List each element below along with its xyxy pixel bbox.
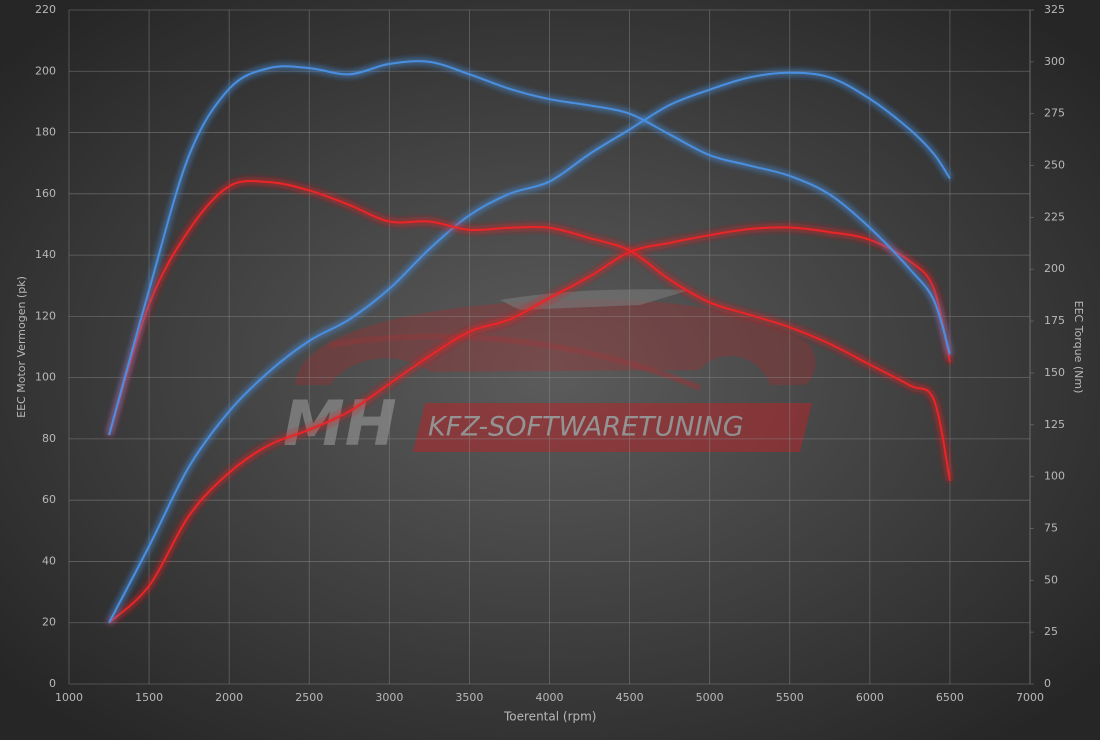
x-tick-label: 3500 bbox=[455, 691, 483, 704]
y2-tick-label: 300 bbox=[1044, 55, 1065, 68]
x-tick-label: 2000 bbox=[215, 691, 243, 704]
y2-tick-label: 225 bbox=[1044, 210, 1065, 223]
y-tick-label: 60 bbox=[42, 493, 56, 506]
y2-tick-label: 200 bbox=[1044, 262, 1065, 275]
y-tick-label: 20 bbox=[42, 616, 56, 629]
x-tick-label: 5500 bbox=[776, 691, 804, 704]
line bbox=[108, 226, 951, 624]
y2-tick-label: 50 bbox=[1044, 573, 1058, 586]
x-tick-label: 1000 bbox=[55, 691, 83, 704]
y2-tick-label: 0 bbox=[1044, 677, 1051, 690]
car-line bbox=[329, 333, 702, 391]
line bbox=[108, 60, 951, 436]
y2-tick-label: 250 bbox=[1044, 159, 1065, 172]
line bbox=[108, 71, 951, 624]
y2-tick-label: 275 bbox=[1044, 107, 1065, 120]
x-tick-label: 6500 bbox=[936, 691, 964, 704]
y2-tick-label: 150 bbox=[1044, 366, 1065, 379]
y-tick-label: 120 bbox=[35, 309, 56, 322]
watermark: MH KFZ-SOFTWARETUNING bbox=[283, 289, 816, 460]
y2-tick-label: 325 bbox=[1044, 3, 1065, 16]
y2-tick-label: 25 bbox=[1044, 625, 1058, 638]
y-tick-label: 180 bbox=[35, 126, 56, 139]
y-tick-label: 40 bbox=[42, 554, 56, 567]
y-axis-label: EEC Motor Vermogen (pk) bbox=[15, 276, 28, 418]
x-tick-label: 6000 bbox=[856, 691, 884, 704]
y2-tick-label: 100 bbox=[1044, 470, 1065, 483]
x-tick-label: 7000 bbox=[1016, 691, 1044, 704]
y2-tick-label: 175 bbox=[1044, 314, 1065, 327]
y2-tick-label: 125 bbox=[1044, 418, 1065, 431]
y-tick-label: 0 bbox=[49, 677, 56, 690]
line bbox=[108, 179, 951, 481]
x-tick-label: 3000 bbox=[375, 691, 403, 704]
x-tick-label: 4000 bbox=[536, 691, 564, 704]
y-tick-label: 80 bbox=[42, 432, 56, 445]
x-tick-label: 2500 bbox=[295, 691, 323, 704]
y-tick-label: 160 bbox=[35, 187, 56, 200]
x-axis-label: Toerental (rpm) bbox=[503, 710, 596, 724]
car-roof bbox=[500, 289, 690, 310]
x-tick-label: 1500 bbox=[135, 691, 163, 704]
y2-tick-label: 75 bbox=[1044, 521, 1058, 534]
y-tick-label: 100 bbox=[35, 371, 56, 384]
y-tick-label: 220 bbox=[35, 3, 56, 16]
x-tick-label: 4500 bbox=[616, 691, 644, 704]
brand-text: KFZ-SOFTWARETUNING bbox=[428, 412, 744, 443]
y-tick-label: 200 bbox=[35, 64, 56, 77]
x-tick-label: 5000 bbox=[696, 691, 724, 704]
brand-box bbox=[413, 403, 812, 452]
y-tick-label: 140 bbox=[35, 248, 56, 261]
brand-mh: MH bbox=[283, 387, 397, 460]
y2-axis-label: EEC Torque (Nm) bbox=[1072, 301, 1085, 394]
car-body bbox=[295, 299, 816, 385]
